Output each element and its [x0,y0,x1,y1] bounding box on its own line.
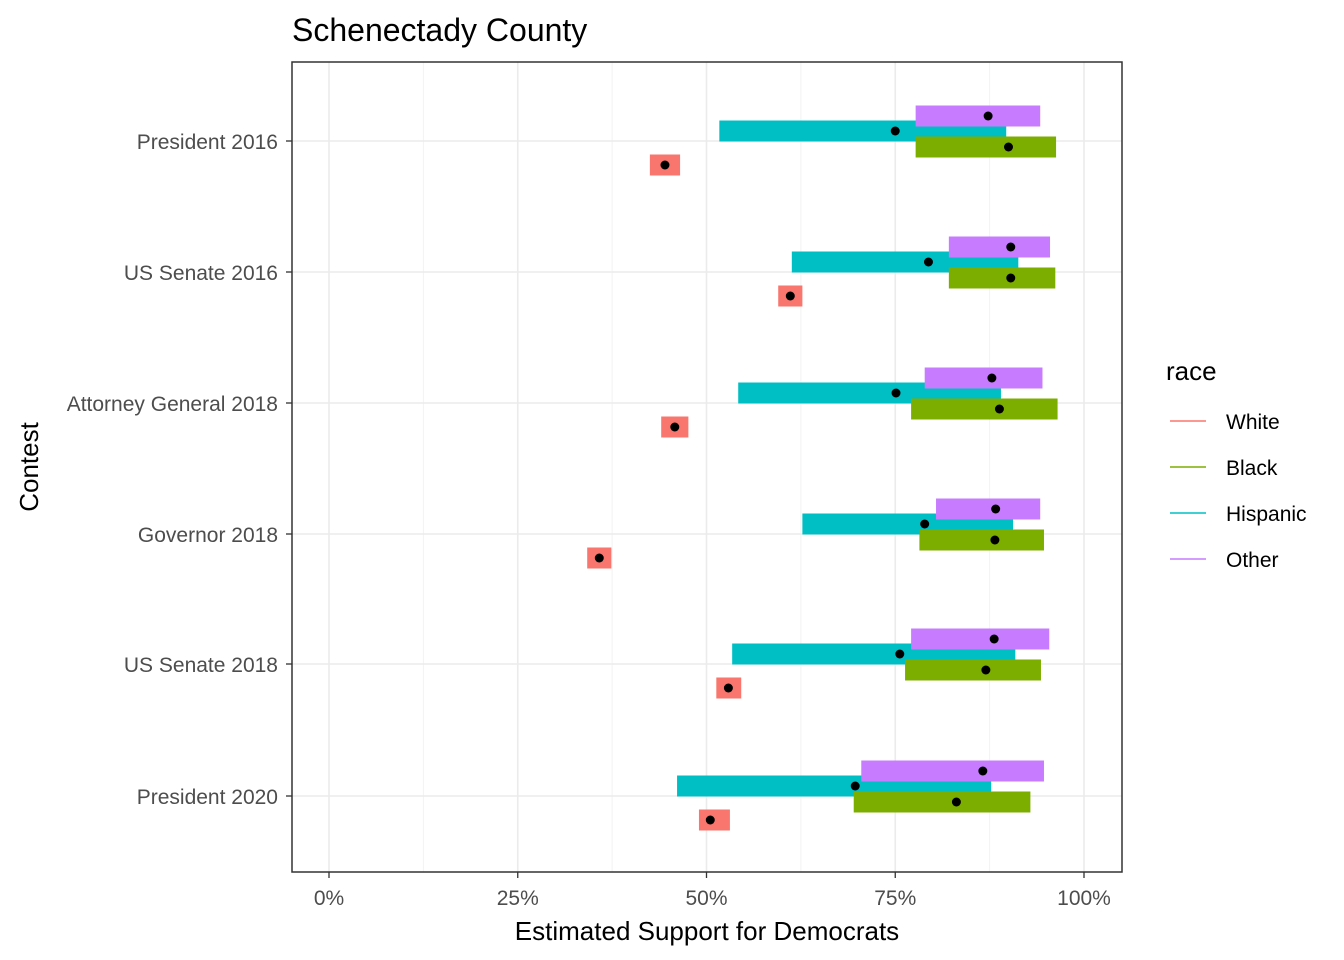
estimate-point-black [1006,273,1016,283]
plot-panel [291,61,1123,873]
legend-label-black: Black [1226,457,1278,480]
estimate-point-other [978,766,988,776]
estimate-point-other [1006,242,1016,252]
interval-bar-black [948,267,1056,289]
interval-bar-black [853,791,1031,813]
legend: race White Black Hispanic Other [1166,356,1307,572]
estimate-point-white [660,160,670,170]
legend-label-white: White [1226,411,1280,434]
x-tick-label: 100% [1057,887,1111,910]
estimate-point-hispanic [890,126,900,136]
estimate-point-other [983,111,993,121]
x-axis-title: Estimated Support for Democrats [515,916,899,946]
estimate-point-hispanic [923,257,933,267]
y-axis: President 2016 US Senate 2016 Attorney Gen… [67,131,292,809]
data-marks [587,105,1058,831]
y-tick-label: President 2020 [137,786,278,809]
interval-bar-other [948,236,1051,258]
interval-bar-other [924,367,1043,389]
estimate-point-white [785,291,795,301]
x-tick-label: 50% [685,887,727,910]
x-tick-label: 25% [497,887,539,910]
estimate-point-black [951,797,961,807]
y-tick-label: President 2016 [137,131,278,154]
estimate-point-white [705,815,715,825]
estimate-point-white [670,422,680,432]
interval-bar-other [915,105,1041,127]
y-tick-label: US Senate 2016 [124,262,278,285]
interval-bar-other [911,628,1050,650]
interval-bar-other [936,498,1041,520]
estimate-point-black [990,535,1000,545]
y-tick-label: Governor 2018 [138,524,278,547]
estimate-point-hispanic [891,388,901,398]
interval-bar-black [915,136,1057,158]
estimate-point-white [594,553,604,563]
legend-label-other: Other [1226,549,1279,572]
x-tick-label: 0% [314,887,344,910]
estimate-point-white [723,683,733,693]
interval-bar-black [905,659,1041,681]
y-axis-title: Contest [14,421,44,511]
chart-title: Schenectady County [292,12,587,48]
y-tick-label: Attorney General 2018 [67,393,278,416]
x-axis: 0% 25% 50% 75% 100% [314,872,1111,910]
estimate-point-black [1004,142,1013,152]
estimate-point-hispanic [920,519,930,529]
estimate-point-black [994,404,1004,414]
y-tick-label: US Senate 2018 [124,654,278,677]
estimate-point-hispanic [850,781,860,791]
interval-bar-other [861,760,1044,782]
estimate-point-other [989,634,999,644]
legend-label-hispanic: Hispanic [1226,503,1307,526]
legend-keys: White Black Hispanic Other [1170,411,1307,572]
x-tick-label: 75% [874,887,916,910]
estimate-point-hispanic [895,649,905,659]
interval-bar-black [911,398,1058,420]
estimate-point-other [991,504,1001,514]
interval-bar-black [919,529,1044,551]
estimate-point-other [987,373,997,383]
estimate-point-black [981,665,991,675]
legend-title: race [1166,356,1217,386]
